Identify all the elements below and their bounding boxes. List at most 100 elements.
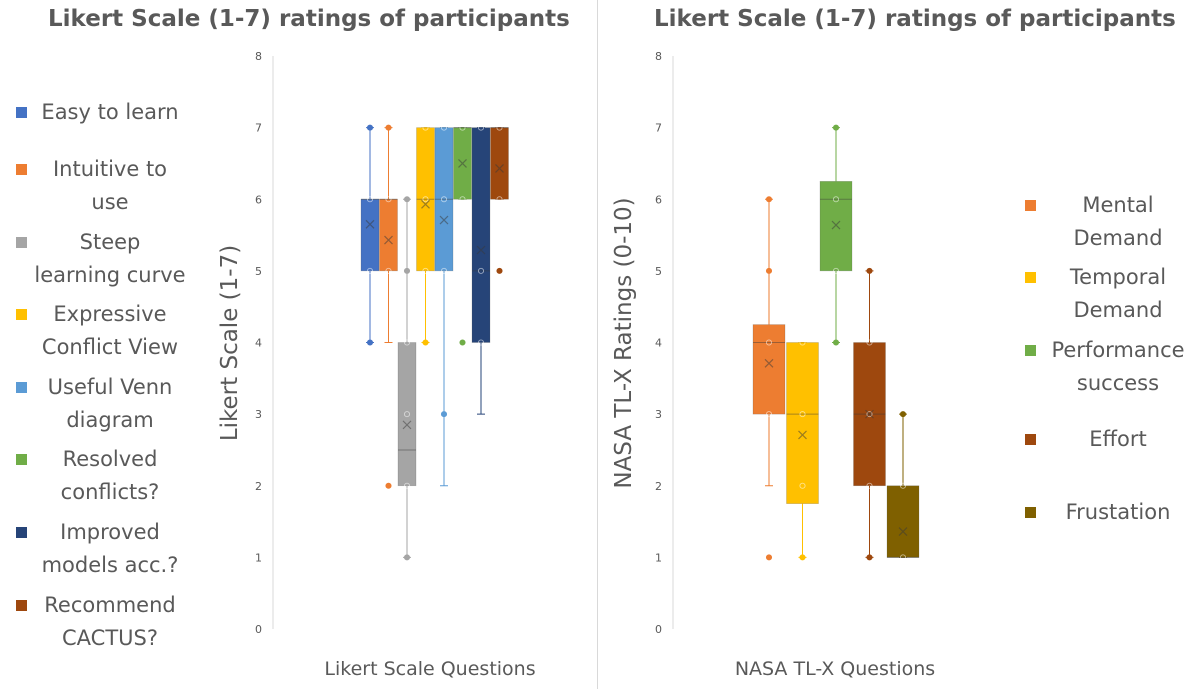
mean-marker xyxy=(798,430,807,440)
y-tick-label: 7 xyxy=(255,122,262,135)
y-tick-label: 4 xyxy=(655,337,662,350)
legend-swatch xyxy=(1025,507,1036,518)
data-point xyxy=(440,411,448,418)
data-point xyxy=(799,339,806,346)
y-tick-label: 2 xyxy=(655,480,662,493)
legend-label: Steep learning curve xyxy=(34,230,186,287)
legend-label: Frustation xyxy=(1065,500,1171,524)
data-point xyxy=(765,196,773,203)
left-chart-title: Likert Scale (1-7) ratings of participan… xyxy=(48,6,570,32)
box-rect xyxy=(819,181,853,272)
data-point xyxy=(832,267,840,274)
data-point xyxy=(866,339,873,346)
legend-label: Resolved conflicts? xyxy=(60,447,160,504)
data-point xyxy=(422,339,429,346)
y-tick-label: 8 xyxy=(255,50,262,63)
data-point xyxy=(866,554,873,561)
box-rect xyxy=(397,342,417,487)
mean-marker xyxy=(365,219,375,229)
data-point xyxy=(403,554,411,561)
y-tick-label: 2 xyxy=(255,480,262,493)
legend-swatch xyxy=(1025,272,1036,283)
data-point xyxy=(440,267,448,274)
legend-item: Easy to learn xyxy=(16,96,186,129)
legend-label: Mental Demand xyxy=(1073,193,1163,250)
legend-item: Effort xyxy=(1025,423,1195,456)
data-point xyxy=(496,267,503,274)
right-chart-title: Likert Scale (1-7) ratings of participan… xyxy=(654,6,1176,32)
legend-item: Mental Demand xyxy=(1025,189,1195,255)
legend-swatch xyxy=(16,164,27,175)
box-performance-success xyxy=(819,124,853,346)
data-point xyxy=(422,196,429,203)
panel-divider xyxy=(597,0,598,689)
legend-item: Recommend CACTUS? xyxy=(16,589,186,655)
legend-label: Expressive Conflict View xyxy=(41,302,179,359)
data-point xyxy=(866,411,873,418)
mean-marker xyxy=(421,199,430,209)
data-point xyxy=(385,196,392,203)
box-recommend-cactus xyxy=(490,124,509,274)
data-point xyxy=(403,267,411,274)
mean-marker xyxy=(402,420,412,430)
legend-label: Effort xyxy=(1089,427,1147,451)
legend-swatch xyxy=(16,309,27,320)
box-improved-models-acc xyxy=(471,124,491,415)
left-boxplot-chart: 0 1 2 3 4 5 6 7 8 Likert Scale (1-7) Likert Scale … xyxy=(217,50,536,680)
data-point xyxy=(366,267,374,274)
box-rect xyxy=(786,342,819,504)
y-tick-label: 6 xyxy=(255,193,262,206)
mean-marker xyxy=(764,358,774,368)
data-point xyxy=(799,554,806,561)
legend-swatch xyxy=(16,107,27,118)
data-point xyxy=(459,196,466,203)
data-point xyxy=(403,339,411,346)
mean-marker xyxy=(384,235,393,245)
y-tick-label: 8 xyxy=(655,50,662,63)
box-rect xyxy=(434,127,454,272)
data-point xyxy=(477,124,485,131)
data-point xyxy=(422,267,429,274)
legend-item: Temporal Demand xyxy=(1025,261,1195,327)
data-point xyxy=(403,482,411,489)
mean-marker xyxy=(439,215,449,225)
box-rect xyxy=(416,127,435,272)
x-axis-label: Likert Scale Questions xyxy=(324,658,535,680)
data-point xyxy=(459,339,466,346)
data-point xyxy=(422,124,429,131)
mean-marker xyxy=(898,527,908,537)
legend-swatch xyxy=(1025,200,1036,211)
legend-swatch xyxy=(16,527,27,538)
data-point xyxy=(765,267,773,274)
data-point xyxy=(799,411,806,418)
y-tick-label: 1 xyxy=(655,551,662,564)
y-axis-label: NASA TL-X Ratings (0-10) xyxy=(611,197,637,488)
legend-label: Performance success xyxy=(1051,338,1185,395)
y-tick-label: 3 xyxy=(255,408,262,421)
legend-label: Easy to learn xyxy=(41,100,179,124)
legend-swatch xyxy=(16,382,27,393)
y-tick-label: 0 xyxy=(255,623,262,636)
box-rect xyxy=(490,127,509,200)
mean-marker xyxy=(476,245,486,255)
legend-item: Expressive Conflict View xyxy=(16,298,186,364)
y-tick-label: 0 xyxy=(655,623,662,636)
legend-item: Useful Venn diagram xyxy=(16,371,186,437)
legend-label: Recommend CACTUS? xyxy=(44,593,176,650)
legend-swatch xyxy=(16,237,27,248)
legend-item: Frustation xyxy=(1025,496,1195,529)
data-point xyxy=(799,482,806,489)
data-point xyxy=(832,339,840,346)
mean-marker xyxy=(831,220,841,230)
data-point xyxy=(765,554,773,561)
data-point xyxy=(366,196,374,203)
legend-swatch xyxy=(16,600,27,611)
x-axis-label: NASA TL-X Questions xyxy=(735,658,935,680)
data-point xyxy=(899,482,907,489)
data-point xyxy=(477,339,485,346)
data-point xyxy=(366,339,374,346)
y-tick-label: 4 xyxy=(255,337,262,350)
box-effort xyxy=(853,267,886,561)
legend-swatch xyxy=(1025,434,1036,445)
data-point xyxy=(366,124,374,131)
